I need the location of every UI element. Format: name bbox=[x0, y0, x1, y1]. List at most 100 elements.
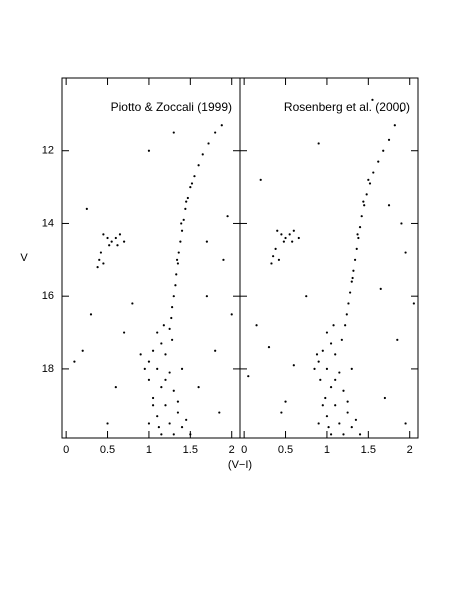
x-tick-label: 2 bbox=[229, 444, 235, 456]
star bbox=[189, 433, 192, 436]
star bbox=[147, 360, 151, 363]
star bbox=[172, 389, 175, 392]
star bbox=[332, 324, 335, 327]
x-tick-label: 2 bbox=[407, 444, 413, 456]
star bbox=[151, 404, 155, 407]
x-tick-label: 1.5 bbox=[183, 444, 198, 456]
star bbox=[313, 367, 316, 371]
star bbox=[110, 240, 113, 243]
star bbox=[170, 316, 173, 320]
star bbox=[288, 233, 291, 236]
star bbox=[106, 236, 109, 240]
star bbox=[372, 171, 375, 174]
star bbox=[338, 422, 341, 425]
star bbox=[205, 295, 208, 298]
star bbox=[267, 345, 271, 349]
star bbox=[226, 215, 229, 218]
star bbox=[156, 415, 159, 418]
panel-title: Rosenberg et al. (2000) bbox=[284, 100, 410, 114]
star bbox=[180, 425, 184, 429]
star bbox=[325, 367, 329, 371]
star bbox=[214, 131, 217, 134]
star bbox=[172, 295, 175, 298]
star bbox=[321, 404, 324, 407]
star bbox=[139, 353, 142, 356]
star bbox=[96, 265, 99, 269]
star bbox=[172, 131, 175, 134]
star bbox=[383, 396, 386, 400]
star bbox=[340, 338, 343, 341]
star bbox=[102, 233, 105, 236]
star bbox=[338, 371, 341, 374]
star bbox=[164, 378, 167, 381]
star bbox=[172, 433, 175, 436]
star bbox=[346, 400, 349, 403]
star bbox=[379, 287, 382, 291]
star bbox=[356, 233, 359, 236]
star bbox=[358, 433, 362, 436]
star bbox=[143, 367, 146, 371]
star bbox=[247, 375, 250, 378]
star bbox=[345, 313, 348, 316]
star bbox=[156, 367, 159, 371]
star bbox=[367, 178, 370, 181]
star bbox=[180, 367, 184, 371]
star bbox=[174, 284, 177, 287]
star bbox=[319, 378, 322, 381]
star bbox=[164, 404, 167, 407]
x-tick-label: 0.5 bbox=[100, 444, 115, 456]
x-tick-label: 1.5 bbox=[361, 444, 376, 456]
y-tick-label: 16 bbox=[42, 290, 54, 302]
star bbox=[346, 411, 349, 414]
star bbox=[106, 422, 109, 425]
star bbox=[168, 327, 171, 331]
star bbox=[160, 433, 163, 436]
star bbox=[176, 411, 180, 414]
star bbox=[377, 160, 380, 163]
star bbox=[89, 313, 93, 316]
star bbox=[189, 185, 192, 189]
panel-frame bbox=[61, 77, 241, 439]
star bbox=[177, 251, 180, 254]
star bbox=[276, 229, 279, 232]
star bbox=[282, 240, 285, 243]
star bbox=[284, 400, 287, 403]
star bbox=[190, 182, 194, 185]
star bbox=[404, 251, 407, 254]
x-axis-label: (V−I) bbox=[228, 459, 252, 471]
star bbox=[147, 149, 151, 152]
star bbox=[404, 422, 407, 425]
star bbox=[280, 411, 283, 414]
star bbox=[342, 389, 345, 392]
star bbox=[344, 324, 347, 327]
star bbox=[171, 305, 174, 309]
x-tick-label: 1 bbox=[146, 444, 152, 456]
star bbox=[360, 215, 363, 218]
star bbox=[400, 109, 403, 112]
star bbox=[122, 240, 126, 243]
star bbox=[214, 349, 217, 352]
star bbox=[122, 331, 126, 334]
star bbox=[157, 425, 160, 429]
star bbox=[230, 313, 233, 316]
star bbox=[387, 204, 391, 207]
star bbox=[151, 396, 155, 400]
star bbox=[292, 364, 295, 367]
star bbox=[81, 349, 84, 352]
star bbox=[365, 193, 368, 196]
star bbox=[297, 236, 300, 240]
star bbox=[180, 222, 183, 225]
star bbox=[371, 98, 374, 101]
star bbox=[358, 225, 362, 229]
star bbox=[350, 280, 353, 283]
star bbox=[205, 240, 208, 243]
star bbox=[259, 178, 262, 181]
star bbox=[324, 396, 327, 400]
star bbox=[73, 360, 76, 363]
star bbox=[280, 233, 283, 236]
star bbox=[156, 331, 159, 334]
star bbox=[207, 142, 210, 145]
star bbox=[176, 400, 180, 403]
star bbox=[272, 255, 275, 258]
star bbox=[99, 251, 103, 254]
